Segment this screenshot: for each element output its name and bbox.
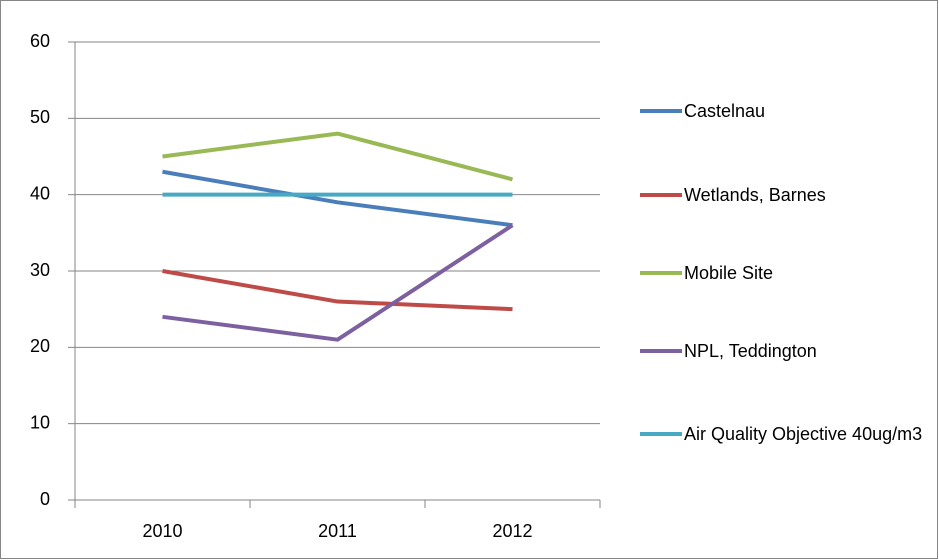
legend-label: Wetlands, Barnes [684,185,826,205]
y-tick-label: 40 [30,183,50,203]
legend-swatch [640,432,682,436]
y-tick-label: 50 [30,107,50,127]
y-tick-label: 20 [30,336,50,356]
legend-item: Air Quality Objective 40ug/m3 [640,423,930,446]
legend-swatch [640,193,682,197]
legend-label: Mobile Site [684,263,774,283]
x-tick-label: 2012 [492,521,532,541]
series-line [162,223,514,342]
legend-item: Mobile Site [640,262,930,285]
legend-swatch [640,109,682,113]
y-tick-label: 60 [30,31,50,51]
x-tick-label: 2011 [318,521,357,541]
legend-item: NPL, Teddington [640,340,930,363]
legend-swatch [640,271,682,275]
y-tick-label: 30 [30,260,50,280]
legend-label: NPL, Teddington [684,341,817,361]
series-line [162,169,513,228]
legend-swatch [640,349,682,353]
legend-label: Air Quality Objective 40ug/m3 [684,424,923,444]
legend-item: Castelnau [640,100,930,123]
series-line [162,269,513,312]
series-line [162,131,514,182]
y-tick-label: 0 [40,489,50,509]
legend-item: Wetlands, Barnes [640,184,930,207]
x-tick-label: 2010 [142,521,182,541]
legend-label: Castelnau [684,101,766,121]
y-tick-label: 10 [30,412,50,432]
